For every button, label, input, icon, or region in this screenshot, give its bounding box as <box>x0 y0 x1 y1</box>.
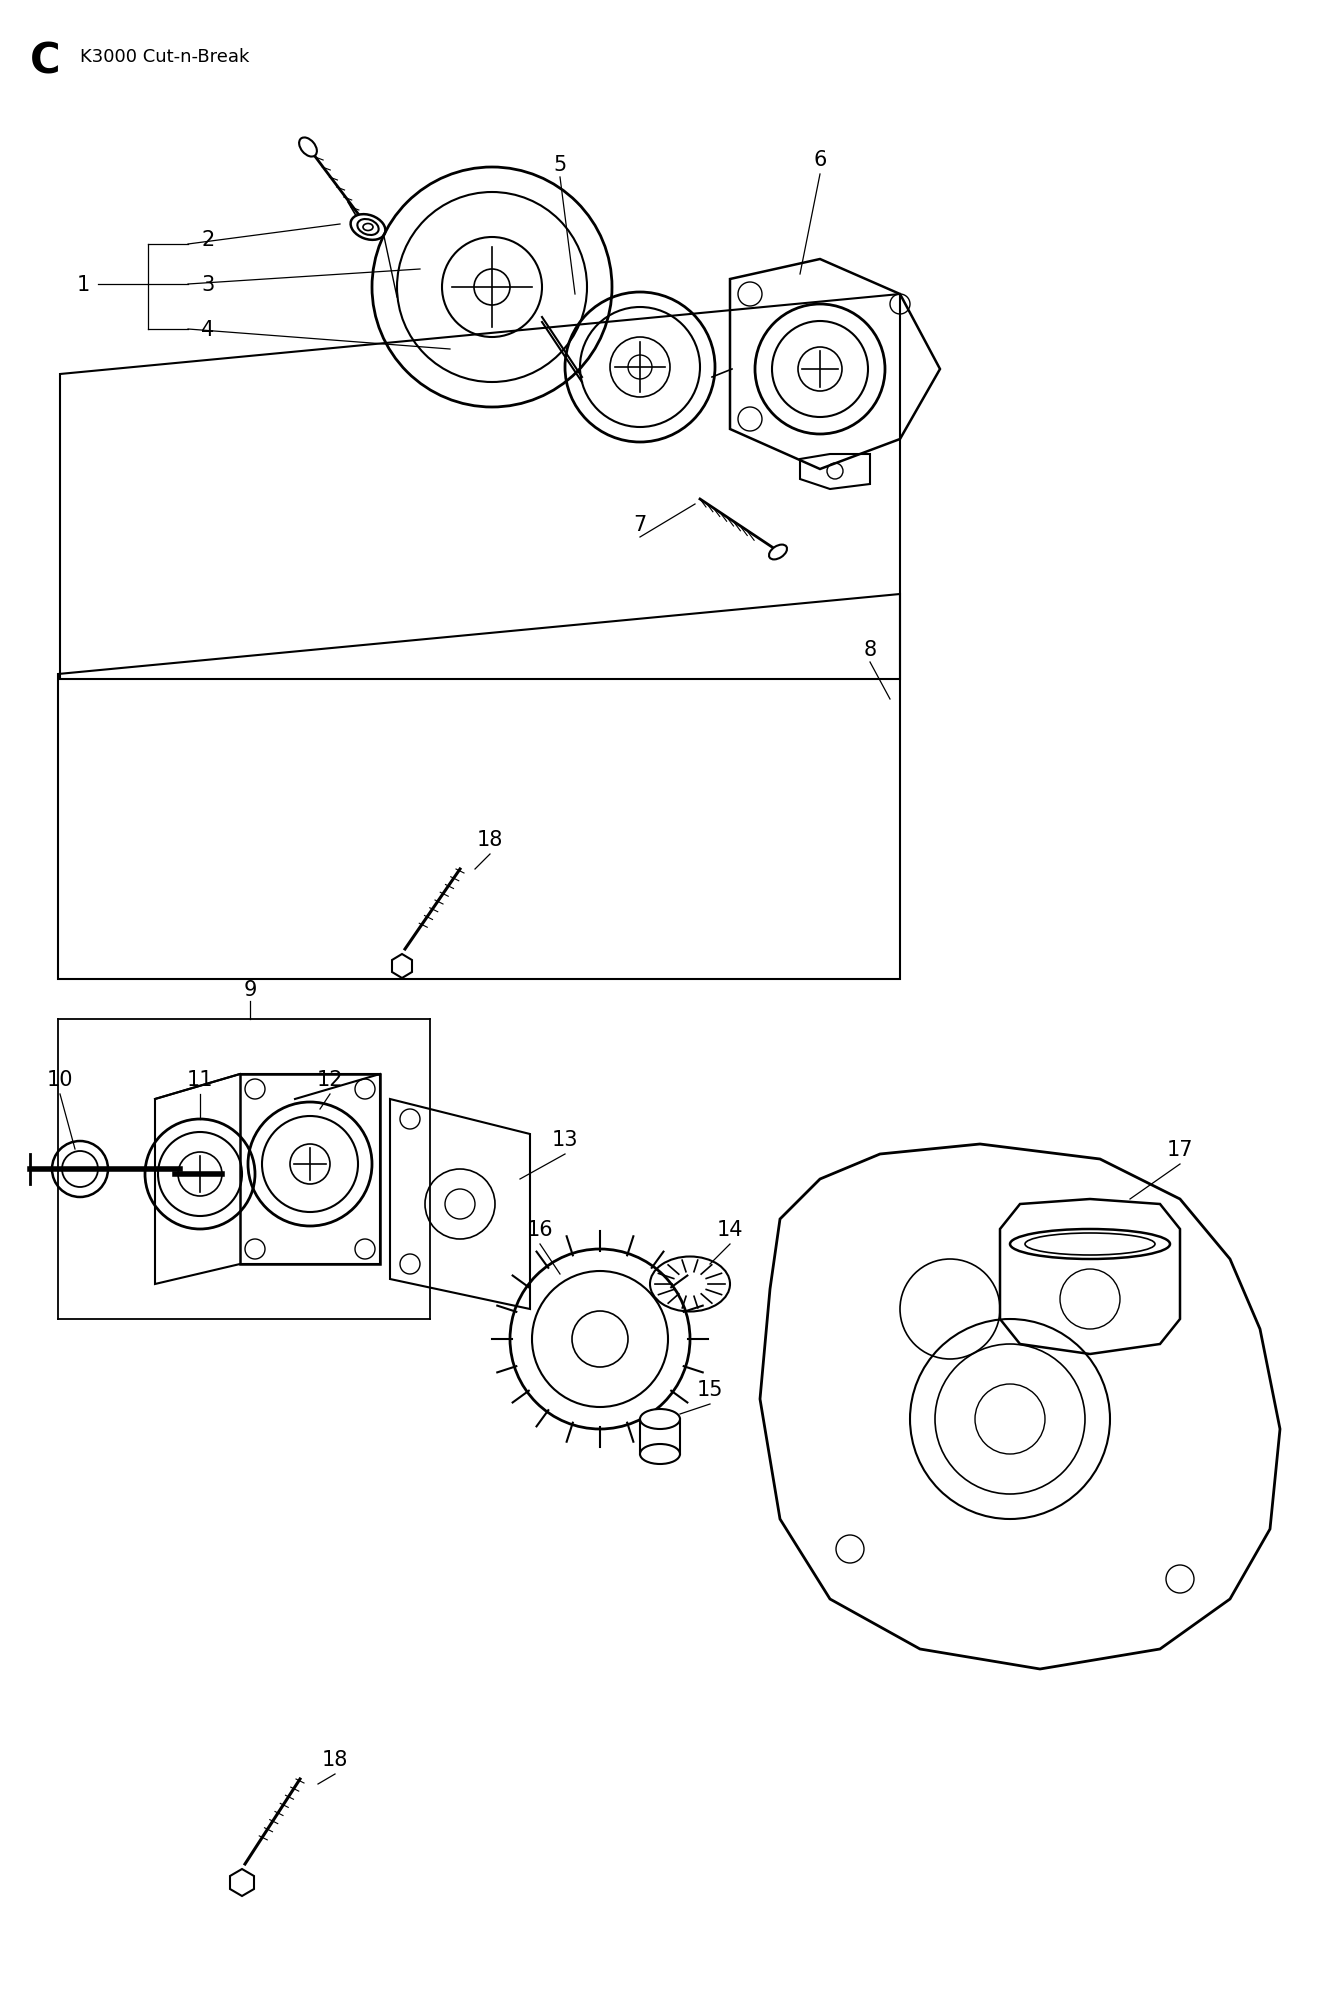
Ellipse shape <box>769 545 786 559</box>
Polygon shape <box>392 955 412 979</box>
Ellipse shape <box>363 224 373 232</box>
Text: 13: 13 <box>552 1129 579 1149</box>
Text: 7: 7 <box>633 515 646 535</box>
Text: 12: 12 <box>316 1069 343 1089</box>
Polygon shape <box>230 1868 254 1896</box>
Ellipse shape <box>639 1409 681 1429</box>
Text: 3: 3 <box>201 276 214 296</box>
Text: 2: 2 <box>201 230 214 250</box>
Text: 15: 15 <box>696 1379 723 1399</box>
Ellipse shape <box>357 220 379 236</box>
Text: 14: 14 <box>716 1219 743 1239</box>
Ellipse shape <box>1010 1229 1170 1259</box>
Text: 5: 5 <box>553 156 567 176</box>
Text: K3000 Cut-n-Break: K3000 Cut-n-Break <box>79 48 249 66</box>
Text: 18: 18 <box>477 829 503 849</box>
Text: 4: 4 <box>201 320 214 340</box>
Ellipse shape <box>639 1445 681 1465</box>
Text: 11: 11 <box>187 1069 213 1089</box>
Text: 18: 18 <box>322 1748 348 1768</box>
Text: 1: 1 <box>77 276 90 296</box>
Text: 6: 6 <box>813 150 826 170</box>
Ellipse shape <box>299 138 316 158</box>
Text: 9: 9 <box>244 979 257 999</box>
Text: 17: 17 <box>1166 1139 1193 1159</box>
Text: 16: 16 <box>527 1219 553 1239</box>
Ellipse shape <box>351 216 385 240</box>
Text: 10: 10 <box>46 1069 73 1089</box>
Text: 8: 8 <box>863 639 876 659</box>
Text: C: C <box>30 40 61 82</box>
